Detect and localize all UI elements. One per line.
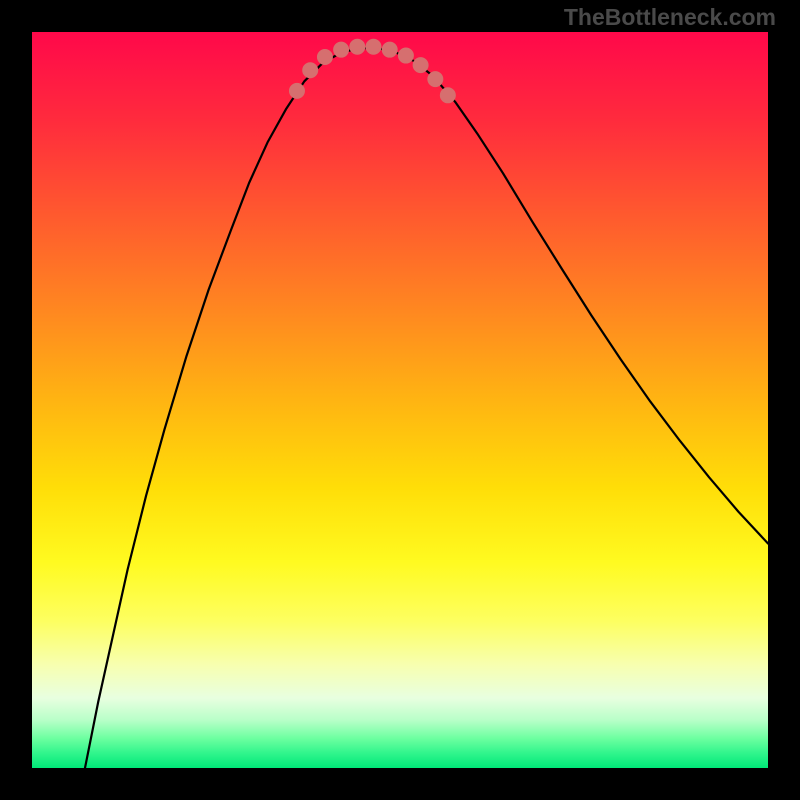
marker-dot bbox=[366, 39, 381, 54]
marker-dot bbox=[334, 42, 349, 57]
marker-dot bbox=[289, 83, 304, 98]
plot-area bbox=[32, 32, 768, 768]
marker-dot bbox=[398, 48, 413, 63]
marker-dot bbox=[413, 58, 428, 73]
marker-dot bbox=[382, 42, 397, 57]
chart-frame: TheBottleneck.com bbox=[0, 0, 800, 800]
gradient-background bbox=[32, 32, 768, 768]
marker-dot bbox=[440, 88, 455, 103]
marker-dot bbox=[303, 63, 318, 78]
bottleneck-curve-chart bbox=[32, 32, 768, 768]
marker-dot bbox=[350, 39, 365, 54]
watermark-text: TheBottleneck.com bbox=[564, 4, 776, 31]
marker-dot bbox=[317, 50, 332, 65]
marker-dot bbox=[428, 72, 443, 87]
